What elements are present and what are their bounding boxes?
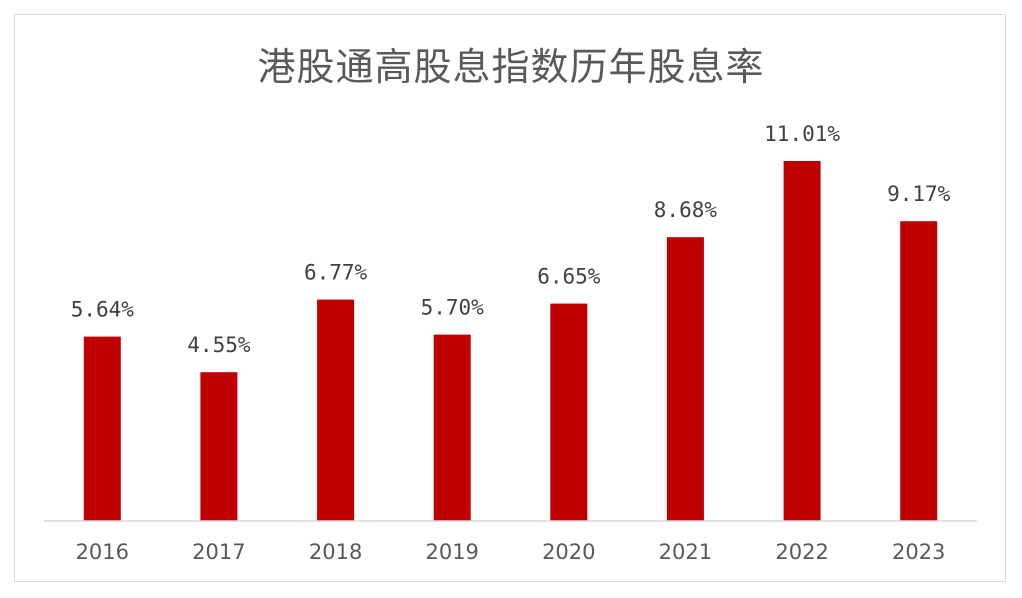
x-tick-label-2020: 2020 <box>542 540 595 564</box>
bar-2020 <box>550 303 588 521</box>
x-tick-labels-group: 2016 2017 2018 2019 2020 2021 2022 2023 <box>76 540 946 564</box>
bars-group <box>83 161 938 521</box>
bar-2018 <box>317 299 355 521</box>
data-label-2019: 5.70% <box>421 296 485 320</box>
x-tick-label-2021: 2021 <box>659 540 712 564</box>
x-tick-label-2019: 2019 <box>425 540 478 564</box>
data-label-2021: 8.68% <box>654 198 718 222</box>
data-label-2020: 6.65% <box>537 265 601 289</box>
data-label-2023: 9.17% <box>887 182 951 206</box>
bar-2022 <box>783 161 821 521</box>
x-tick-label-2018: 2018 <box>309 540 362 564</box>
bar-2017 <box>200 372 238 521</box>
data-label-2018: 6.77% <box>304 261 368 285</box>
data-label-2016: 5.64% <box>71 298 135 322</box>
bar-2019 <box>433 334 471 521</box>
chart-title: 港股通高股息指数历年股息率 <box>257 45 765 89</box>
data-label-2017: 4.55% <box>187 333 251 357</box>
data-label-2022: 11.01% <box>764 122 840 146</box>
bar-2021 <box>666 237 704 521</box>
bar-2023 <box>900 221 938 521</box>
x-tick-label-2023: 2023 <box>892 540 945 564</box>
data-labels-group: 5.64% 4.55% 6.77% 5.70% 6.65% 8.68% 11.01% 9.17… <box>71 122 951 357</box>
x-tick-label-2022: 2022 <box>775 540 828 564</box>
x-tick-label-2016: 2016 <box>76 540 129 564</box>
bar-2016 <box>83 336 121 521</box>
x-tick-label-2017: 2017 <box>192 540 245 564</box>
chart-frame <box>14 14 1006 582</box>
